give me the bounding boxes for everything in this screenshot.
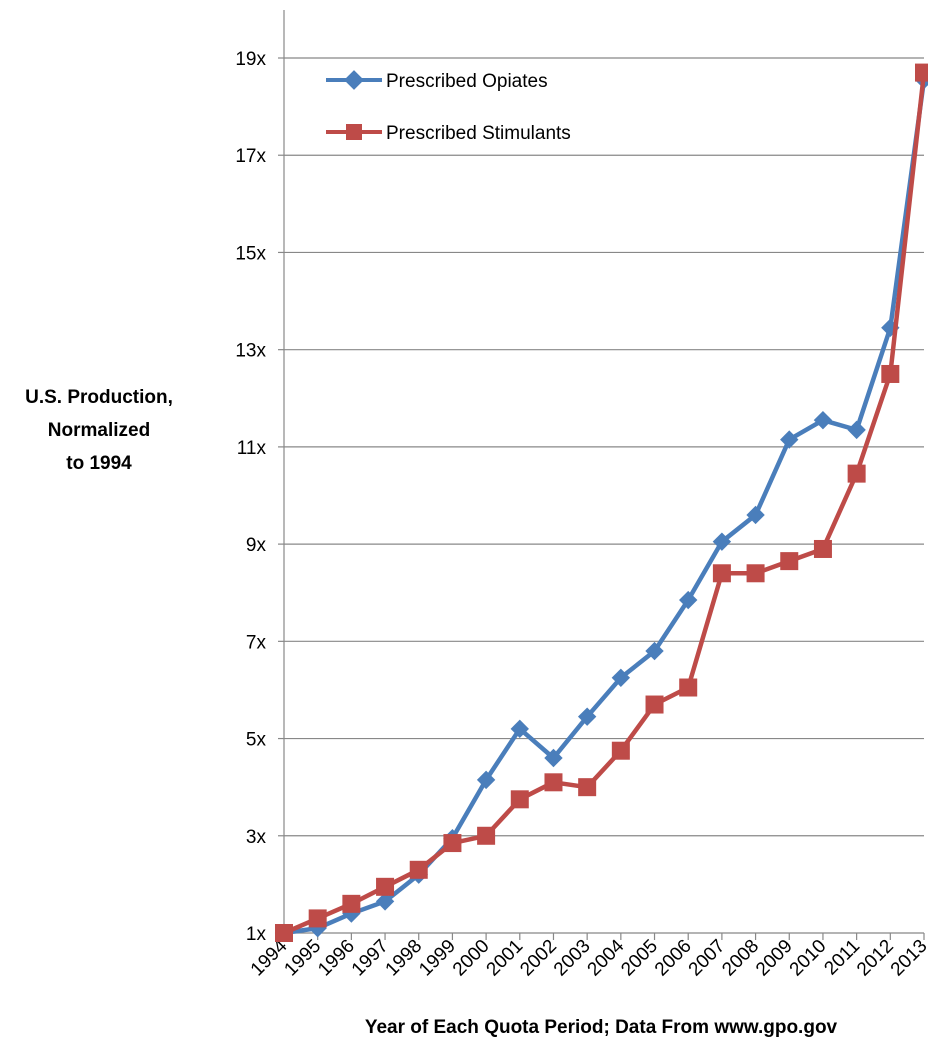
x-tick-label: 2010 — [786, 936, 831, 981]
x-tick-label: 2008 — [718, 936, 763, 981]
legend-label-stimulants: Prescribed Stimulants — [386, 123, 571, 144]
data-point — [376, 877, 395, 896]
x-tick-label: 1998 — [382, 936, 427, 981]
y-tick-label: 5x — [246, 730, 267, 751]
data-point — [577, 707, 597, 726]
legend-marker-stimulants — [346, 124, 362, 140]
x-tick-label: 2009 — [752, 936, 797, 981]
data-point — [409, 860, 428, 879]
data-point — [780, 552, 799, 571]
y-axis-title-line-3: to 1994 — [66, 453, 132, 474]
legend-label-opiates: Prescribed Opiates — [386, 71, 548, 92]
data-point — [375, 892, 395, 911]
x-tick-label: 1997 — [348, 936, 393, 981]
y-tick-label: 1x — [246, 924, 267, 945]
data-point — [578, 778, 597, 797]
x-tick-label: 2011 — [820, 936, 864, 980]
data-point — [712, 532, 732, 551]
x-tick-label: 2006 — [651, 936, 696, 981]
data-point — [645, 641, 664, 661]
data-point — [847, 420, 866, 440]
y-tick-label: 9x — [246, 535, 267, 556]
data-point — [645, 695, 664, 714]
y-tick-label: 15x — [235, 243, 266, 264]
y-tick-label: 17x — [235, 146, 266, 167]
y-axis-title-line-2: Normalized — [48, 420, 150, 441]
data-point — [510, 790, 529, 809]
data-point — [746, 564, 765, 583]
x-tick-label: 2013 — [887, 936, 928, 981]
data-point — [611, 668, 631, 687]
legend: Prescribed Opiates Prescribed Stimulants — [326, 70, 571, 144]
gridlines — [284, 57, 924, 837]
y-tick-label: 11x — [237, 438, 267, 459]
y-tick-label: 7x — [246, 632, 267, 653]
x-tick-label: 1999 — [415, 936, 460, 981]
data-point — [476, 770, 496, 790]
data-point — [847, 464, 866, 483]
data-point — [746, 505, 765, 525]
legend-marker-opiates — [344, 70, 364, 90]
data-point — [915, 63, 928, 82]
x-tick-label: 2005 — [617, 936, 662, 981]
x-tick-label: 2007 — [685, 936, 730, 981]
data-point — [780, 430, 799, 449]
data-point — [308, 909, 327, 928]
x-tick-label: 2004 — [584, 935, 629, 980]
series-opiates — [274, 70, 928, 943]
data-point — [881, 364, 900, 383]
data-point — [443, 834, 462, 853]
data-point — [679, 590, 698, 610]
y-axis-title: U.S. Production, Normalized to 1994 — [25, 387, 173, 474]
y-tick-label: 13x — [235, 341, 266, 362]
y-axis-title-line-1: U.S. Production, — [25, 387, 173, 408]
y-tick-label: 3x — [246, 827, 267, 848]
data-point — [813, 539, 832, 558]
data-point — [544, 748, 563, 768]
data-point — [275, 924, 293, 942]
data-point — [813, 410, 833, 430]
data-point — [342, 894, 361, 913]
data-point — [611, 741, 630, 760]
data-point — [510, 719, 529, 739]
x-tick-label: 2012 — [853, 936, 898, 981]
x-tick-label: 1995 — [280, 936, 325, 981]
data-point — [712, 564, 731, 583]
series-stimulants — [275, 63, 928, 942]
y-tick-label: 19x — [235, 49, 266, 70]
x-tick-label: 2000 — [449, 936, 494, 981]
x-axis-title: Year of Each Quota Period; Data From www… — [365, 1017, 838, 1038]
x-tick-label: 1996 — [314, 936, 359, 981]
x-tick-label: 2003 — [550, 936, 595, 981]
series-line — [283, 72, 927, 936]
series-line — [283, 79, 927, 936]
x-tick-label: 2001 — [483, 936, 528, 981]
y-tick-labels: 1x 3x 5x 7x 9x 11x 13x 15x 17x 19x — [235, 49, 266, 945]
x-tick-labels: 1994199519961997199819992000200120022003… — [247, 935, 928, 980]
series-layer — [274, 63, 928, 943]
data-point — [477, 826, 496, 845]
data-point — [679, 678, 698, 697]
data-point — [544, 773, 563, 792]
axes — [278, 10, 925, 940]
x-tick-label: 2002 — [516, 936, 561, 981]
